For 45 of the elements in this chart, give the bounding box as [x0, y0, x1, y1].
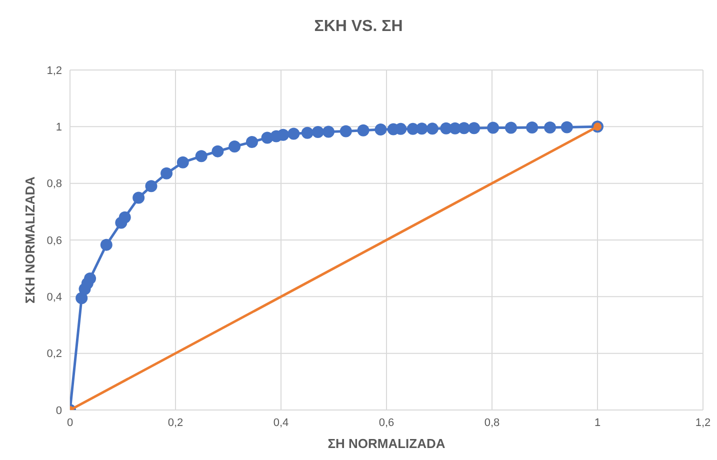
point [357, 124, 370, 136]
y-axis-title: ΣΚΗ NORMALIZADA [22, 176, 38, 304]
point [487, 122, 500, 134]
point [426, 122, 438, 135]
point [526, 122, 538, 134]
point [301, 126, 314, 139]
point [312, 126, 324, 138]
x-tick-label: 0,2 [168, 416, 184, 429]
y-tick-label: 1,2 [46, 64, 62, 77]
point [118, 211, 131, 224]
point [100, 238, 112, 251]
point [468, 122, 480, 134]
point [228, 140, 241, 152]
point [84, 272, 96, 285]
point [374, 124, 387, 136]
x-tick-label: 0,4 [273, 416, 289, 429]
point [458, 122, 470, 134]
point [145, 180, 158, 192]
y-tick-label: 0,8 [46, 178, 62, 190]
y-tick-label: 1 [56, 122, 62, 134]
point [212, 145, 224, 158]
point [416, 122, 428, 135]
y-tick-label: 0,2 [46, 348, 62, 360]
point [160, 167, 173, 180]
x-tick-label: 0,8 [484, 416, 500, 429]
chart-title: ΣΚΗ VS. ΣΗ [313, 18, 404, 36]
point [277, 128, 290, 141]
x-tick-label: 1 [594, 416, 601, 429]
point [195, 150, 208, 162]
x-tick-label: 0 [66, 416, 74, 429]
point [340, 125, 352, 138]
point [322, 126, 334, 138]
x-axis-title: ΣΗ NORMALIZADA [328, 436, 446, 451]
point [132, 192, 145, 204]
point [504, 122, 517, 134]
point [288, 128, 300, 140]
x-tick-label: 1,2 [695, 416, 711, 429]
point [544, 122, 556, 134]
point [246, 136, 258, 148]
y-tick-label: 0,6 [46, 234, 62, 247]
x-tick-label: 0,6 [378, 416, 394, 429]
y-tick-label: 0 [56, 404, 62, 417]
y-tick-label: 0,4 [46, 292, 62, 304]
point [560, 121, 573, 134]
point [176, 156, 189, 168]
